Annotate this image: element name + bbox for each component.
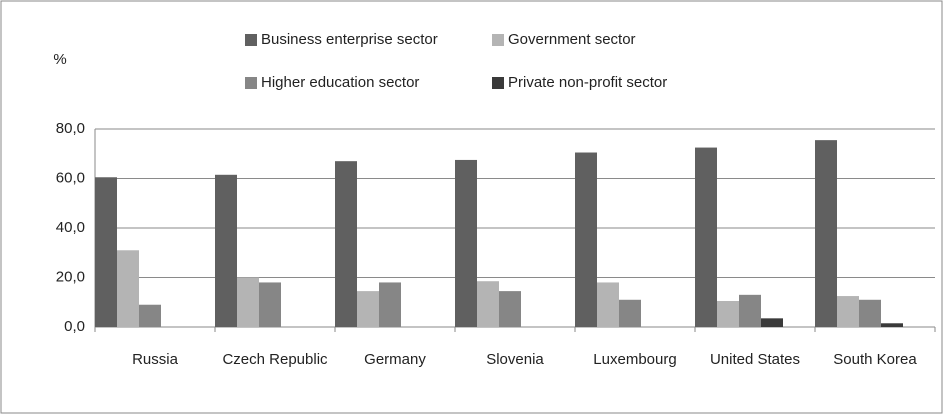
legend-swatch [492,34,504,46]
bar [455,159,477,327]
legend-label: Business enterprise sector [261,31,438,48]
legend-swatch [492,77,504,89]
bar [619,299,641,327]
y-tick-label: 60,0 [56,169,85,186]
legend-swatch [245,34,257,46]
x-tick-label: Germany [364,351,426,368]
bar [477,281,499,327]
bar [837,296,859,327]
legend-label: Government sector [508,31,636,48]
x-tick-label: Slovenia [486,351,544,368]
x-tick-label: South Korea [833,351,917,368]
bar [881,323,903,327]
x-tick-label: Russia [132,351,179,368]
y-axis-label: % [53,51,66,68]
bar [597,282,619,327]
legend-label: Higher education sector [261,74,419,91]
legend-label: Private non-profit sector [508,74,667,91]
bar [575,152,597,327]
bar [95,177,117,327]
bar [139,304,161,327]
bar [259,282,281,327]
bar [117,250,139,327]
bar [237,277,259,327]
bar [695,147,717,327]
bar [815,140,837,327]
x-tick-label: Czech Republic [222,351,328,368]
bar [717,301,739,327]
y-tick-label: 20,0 [56,268,85,285]
bar [739,294,761,327]
bar [335,161,357,327]
y-tick-label: 40,0 [56,219,85,236]
bar [357,291,379,327]
x-tick-label: United States [710,351,800,368]
bar [761,318,783,327]
bar [215,174,237,327]
bar [859,299,881,327]
bar [499,291,521,327]
x-tick-label: Luxembourg [593,351,676,368]
bar [379,282,401,327]
y-tick-label: 80,0 [56,120,85,137]
y-tick-label: 0,0 [64,318,85,335]
legend-swatch [245,77,257,89]
